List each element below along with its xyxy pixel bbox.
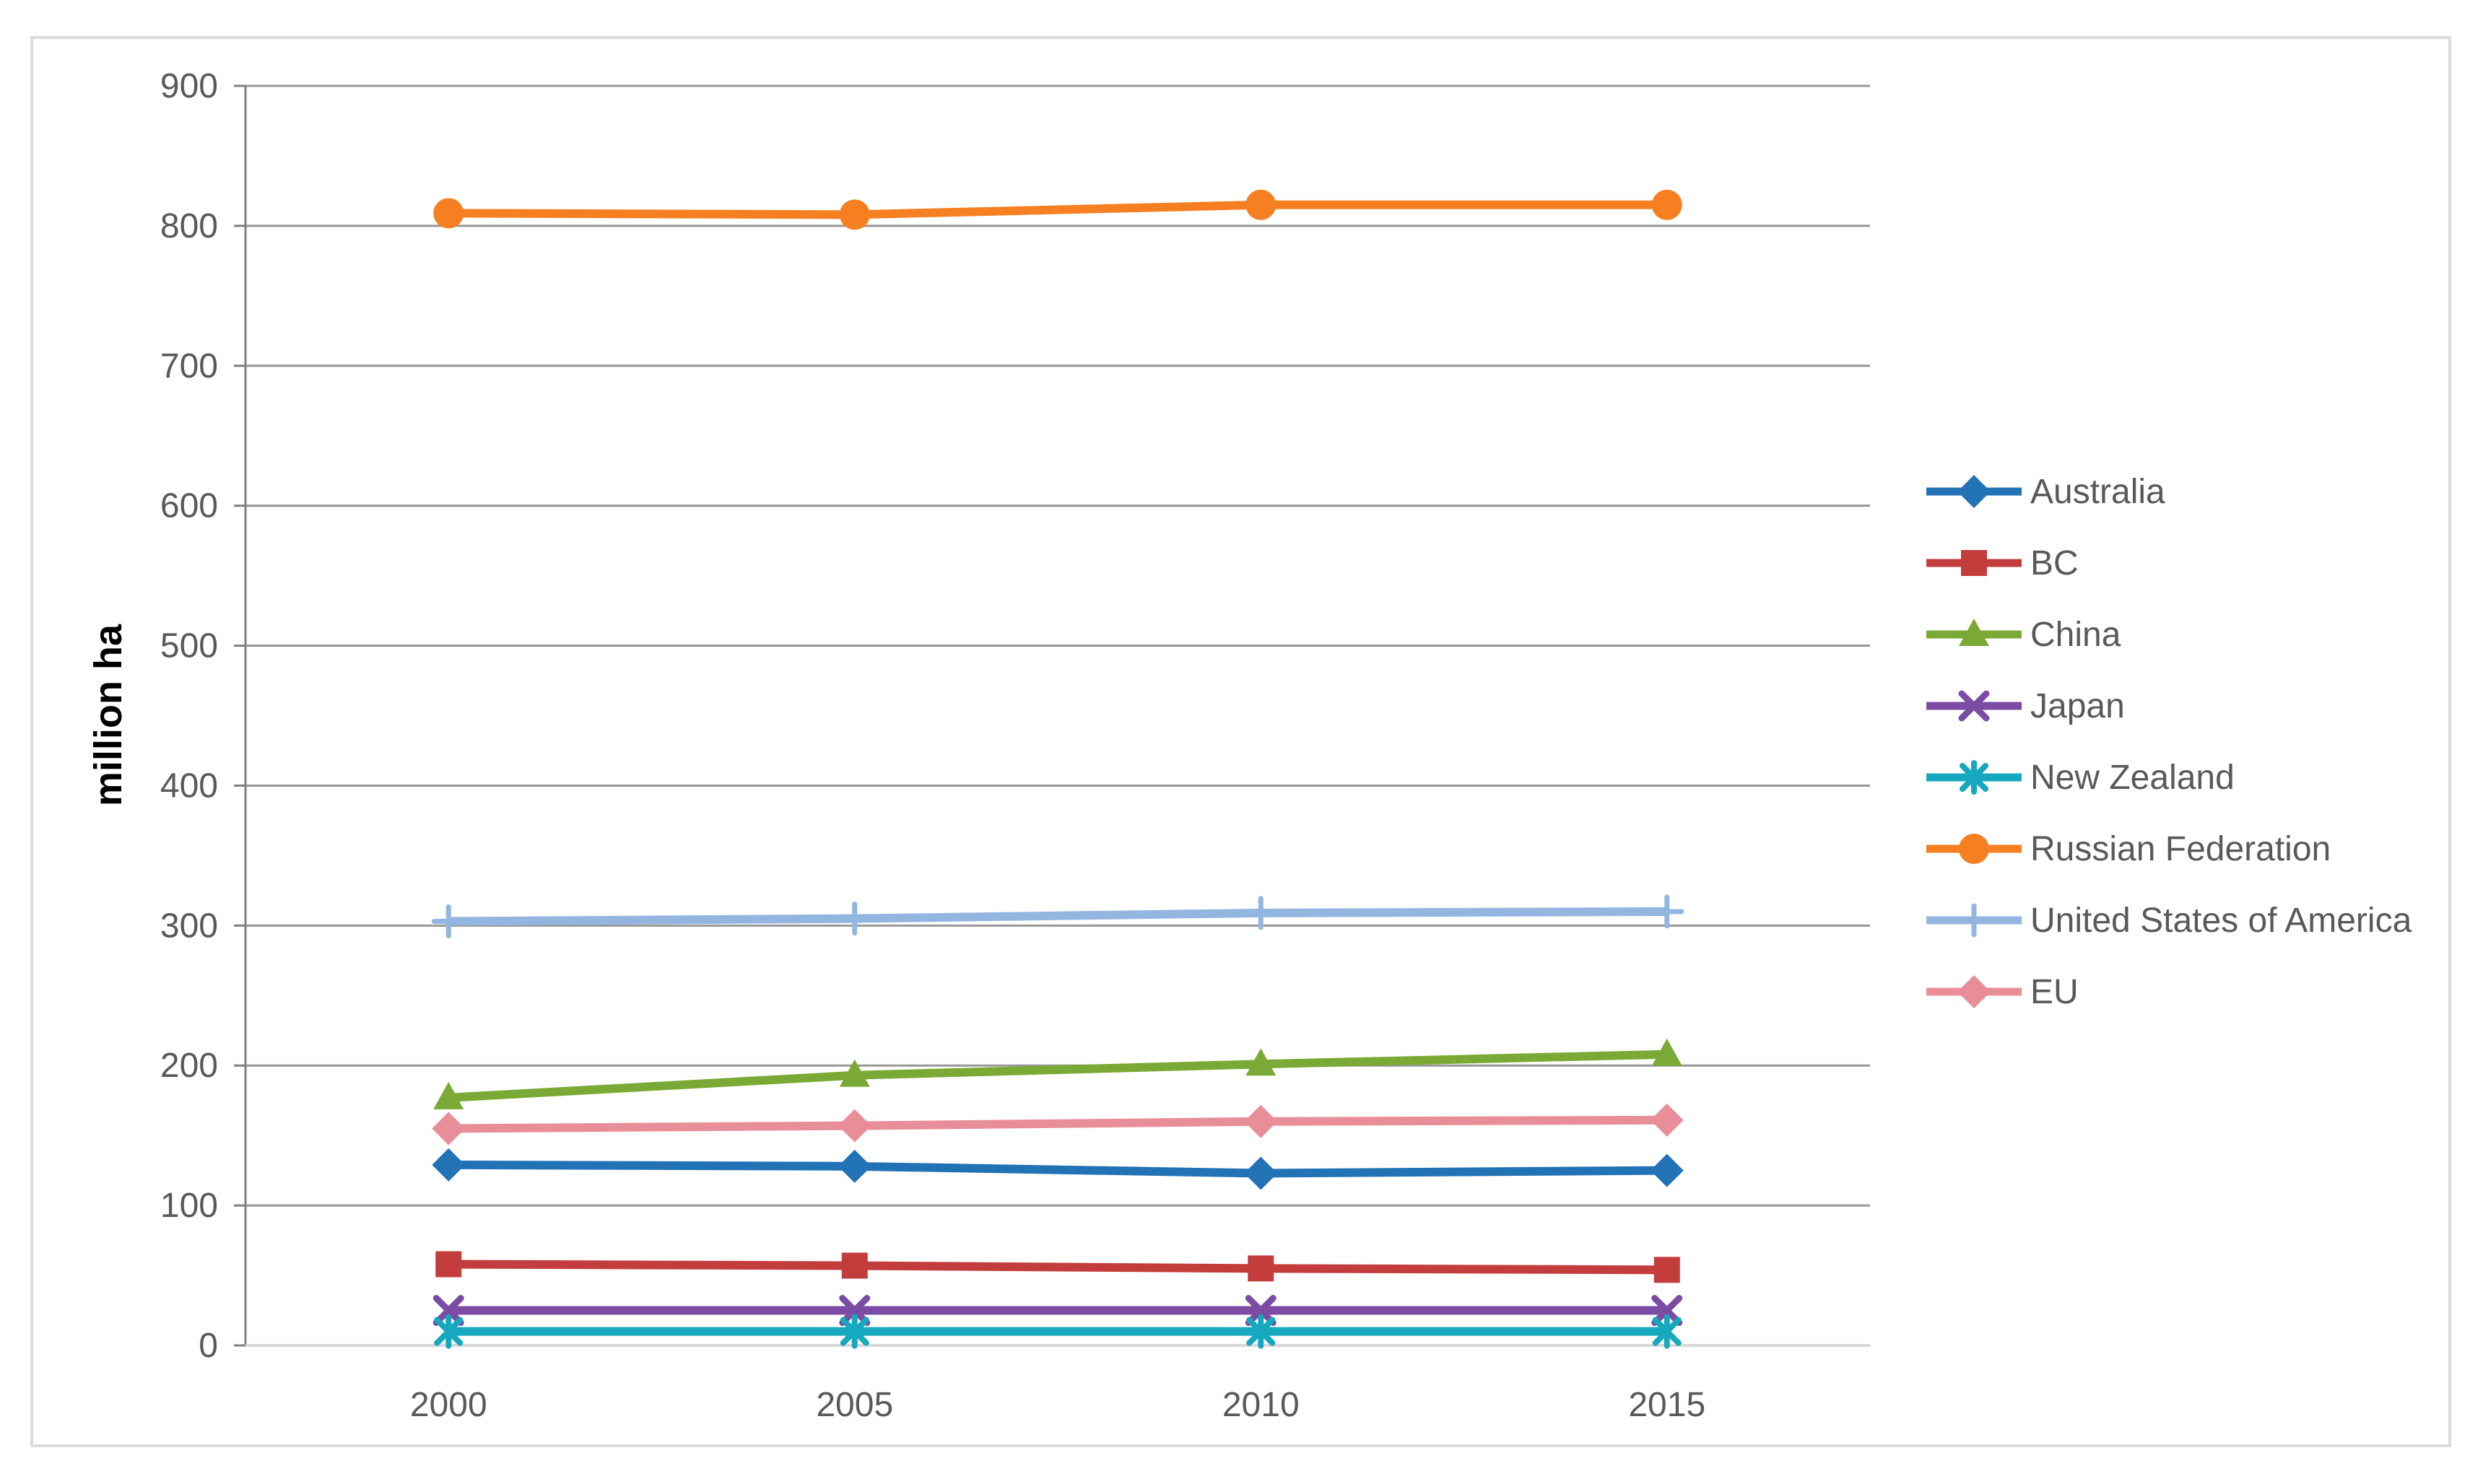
- legend-marker-eu: [1957, 975, 1991, 1008]
- legend-label-bc: BC: [2030, 544, 2079, 582]
- marker-new-zealand-2005: [840, 1314, 869, 1349]
- marker-united-states-of-america-2010: [1243, 896, 1278, 930]
- marker-eu-2005: [838, 1109, 871, 1143]
- marker-japan-2010: [1245, 1295, 1277, 1327]
- y-tick-label-400: 400: [160, 767, 218, 805]
- y-tick-label-200: 200: [160, 1047, 218, 1085]
- series-australia: [432, 1148, 1684, 1190]
- marker-russian-federation-2010: [1245, 189, 1277, 220]
- series-japan: [432, 1295, 1683, 1327]
- marker-united-states-of-america-2005: [838, 902, 872, 936]
- x-tick-label-2005: 2005: [816, 1386, 893, 1424]
- marker-japan-2015: [1651, 1295, 1683, 1327]
- marker-bc-2015: [1653, 1257, 1680, 1283]
- legend-item-united-states-of-america: United States of America: [1926, 902, 2412, 940]
- marker-china-2000: [433, 1081, 464, 1109]
- marker-china-2015: [1651, 1038, 1682, 1066]
- legend-item-new-zealand: New Zealand: [1926, 759, 2235, 797]
- legend-label-new-zealand: New Zealand: [2030, 759, 2235, 797]
- series-new-zealand: [434, 1314, 1682, 1349]
- marker-australia-2015: [1650, 1153, 1684, 1187]
- legend-label-united-states-of-america: United States of America: [2030, 902, 2412, 940]
- legend-item-china: China: [1926, 616, 2121, 654]
- marker-bc-2000: [435, 1251, 462, 1278]
- marker-australia-2000: [432, 1148, 466, 1182]
- series-line-china: [448, 1049, 1667, 1102]
- legend-marker-russian-federation: [1959, 834, 1989, 864]
- legend-marker-united-states-of-america: [1957, 903, 1991, 938]
- series-russian-federation: [433, 189, 1682, 230]
- legend-item-bc: BC: [1926, 544, 2079, 582]
- figure-border: [30, 36, 2451, 1447]
- legend-marker-bc: [1961, 550, 1987, 576]
- series-line-united-states-of-america: [448, 907, 1667, 926]
- marker-eu-2010: [1244, 1104, 1278, 1138]
- marker-japan-2000: [432, 1295, 464, 1327]
- marker-united-states-of-america-2015: [1650, 894, 1684, 929]
- marker-russian-federation-2000: [433, 198, 464, 229]
- legend: Australia BC China Japan New Zealand Russian …: [1926, 473, 2412, 1011]
- marker-eu-2000: [432, 1112, 466, 1145]
- legend-item-eu: EU: [1926, 973, 2079, 1011]
- x-tick-label-2015: 2015: [1628, 1386, 1705, 1424]
- series-line-eu: [448, 1115, 1667, 1133]
- series-line-russian-federation: [448, 200, 1667, 219]
- series-line-bc: [448, 1260, 1667, 1275]
- x-tick-label-2000: 2000: [410, 1386, 487, 1424]
- y-tick-label-800: 800: [160, 207, 218, 245]
- marker-bc-2005: [841, 1252, 868, 1279]
- series-layer: [431, 189, 1684, 1349]
- marker-new-zealand-2000: [434, 1314, 464, 1349]
- y-tick-label-0: 0: [199, 1327, 218, 1365]
- legend-marker-new-zealand: [1960, 760, 1988, 795]
- y-tick-label-700: 700: [160, 347, 218, 385]
- legend-label-china: China: [2030, 616, 2121, 654]
- x-tick-label-2010: 2010: [1222, 1386, 1300, 1424]
- legend-item-australia: Australia: [1926, 473, 2165, 511]
- marker-new-zealand-2010: [1246, 1314, 1276, 1349]
- series-united-states-of-america: [431, 894, 1684, 939]
- y-tick-label-100: 100: [160, 1187, 218, 1225]
- legend-label-eu: EU: [2030, 973, 2079, 1011]
- marker-united-states-of-america-2000: [431, 904, 466, 939]
- legend-marker-japan: [1958, 690, 1990, 722]
- y-tick-label-600: 600: [160, 487, 218, 525]
- marker-china-2010: [1245, 1048, 1277, 1076]
- series-bc: [435, 1251, 1680, 1283]
- legend-label-japan: Japan: [2030, 687, 2125, 725]
- axes-layer: [234, 84, 1870, 1347]
- marker-bc-2010: [1248, 1255, 1274, 1282]
- y-tick-label-500: 500: [160, 627, 218, 665]
- legend-item-japan: Japan: [1926, 687, 2125, 725]
- marker-japan-2005: [839, 1295, 871, 1327]
- legend-label-australia: Australia: [2030, 473, 2165, 511]
- marker-new-zealand-2015: [1652, 1314, 1682, 1349]
- legend-item-russian-federation: Russian Federation: [1926, 830, 2331, 868]
- legend-marker-china: [1959, 619, 1989, 646]
- marker-australia-2005: [838, 1149, 871, 1183]
- series-line-australia: [448, 1160, 1667, 1178]
- y-tick-label-900: 900: [160, 67, 218, 105]
- legend-marker-australia: [1957, 475, 1991, 508]
- series-eu: [432, 1103, 1684, 1145]
- marker-china-2005: [839, 1059, 870, 1087]
- marker-eu-2015: [1650, 1103, 1684, 1137]
- y-tick-label-300: 300: [160, 907, 218, 945]
- marker-russian-federation-2015: [1651, 189, 1682, 220]
- marker-russian-federation-2005: [839, 199, 870, 230]
- gridlines-layer: [245, 84, 1870, 1207]
- axis-labels-layer: 0 100 200 300 400 500 600 700 800 900 2000 2005 2010…: [160, 67, 1705, 1424]
- y-axis-title: million ha: [87, 624, 130, 806]
- marker-australia-2010: [1244, 1156, 1278, 1190]
- legend-label-russian-federation: Russian Federation: [2030, 830, 2331, 868]
- series-china: [433, 1038, 1682, 1109]
